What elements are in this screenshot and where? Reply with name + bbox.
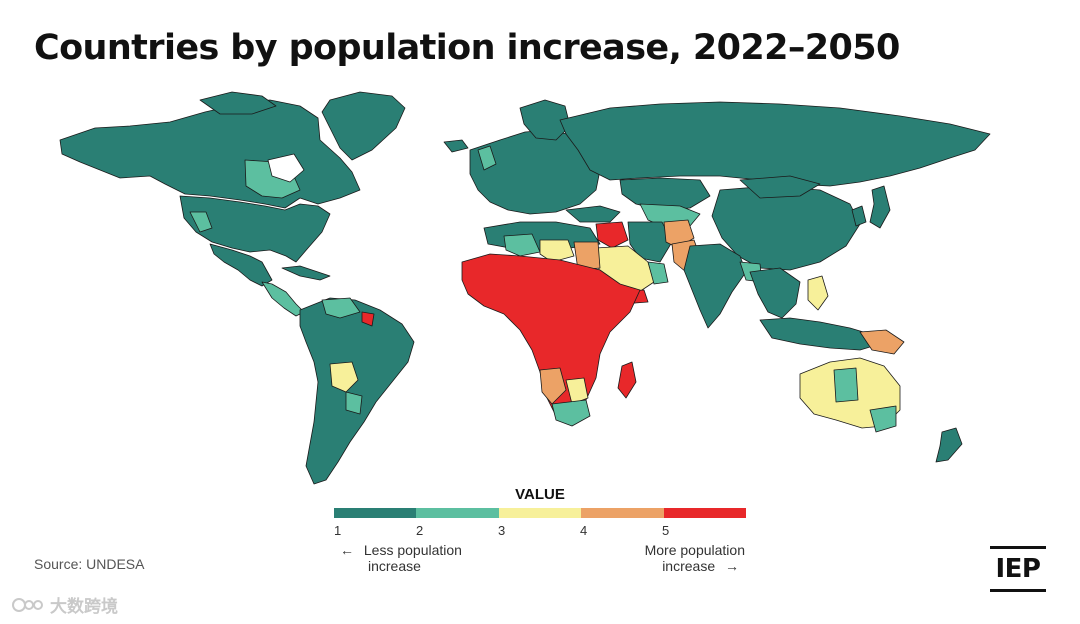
region-central-america xyxy=(261,281,305,317)
legend-less-line2: increase xyxy=(368,558,421,574)
region-madagascar xyxy=(617,361,637,399)
legend-swatch-1 xyxy=(334,508,417,518)
legend-swatch-5 xyxy=(663,508,747,518)
legend-less-label: ← Less population increase xyxy=(334,542,462,574)
region-iran xyxy=(627,221,673,263)
region-arctic-islands xyxy=(199,91,277,115)
region-iraq-syria xyxy=(595,221,629,249)
region-angola xyxy=(539,367,567,405)
region-libya xyxy=(539,239,575,263)
region-mongolia xyxy=(739,175,821,199)
region-egypt xyxy=(573,241,601,271)
region-bolivia xyxy=(329,361,359,393)
region-kazakhstan xyxy=(619,177,711,211)
arrow-right-icon: → xyxy=(725,558,739,574)
region-paraguay-area xyxy=(345,391,363,415)
region-greenland xyxy=(321,91,406,161)
region-south-africa xyxy=(551,399,591,427)
region-japan xyxy=(869,185,891,229)
region-china xyxy=(711,185,861,271)
legend-color-bar xyxy=(334,508,747,518)
legend-tick-2: 2 xyxy=(416,523,424,538)
region-usa xyxy=(179,195,331,263)
legend-swatch-3 xyxy=(498,508,582,518)
region-korea xyxy=(851,205,867,227)
source-note: Source: UNDESA xyxy=(34,556,145,572)
region-south-america xyxy=(299,297,415,485)
legend-swatch-4 xyxy=(581,508,664,518)
legend-title: VALUE xyxy=(515,486,565,503)
region-turkey xyxy=(565,205,621,223)
region-usa-west xyxy=(189,211,213,233)
region-india xyxy=(683,243,747,329)
legend-more-line1: More population xyxy=(644,542,745,558)
region-caribbean xyxy=(281,265,331,281)
region-canada xyxy=(59,99,361,209)
iep-logo: IEP xyxy=(990,546,1046,592)
legend-more-line2: increase xyxy=(662,558,716,574)
region-hudson-bay xyxy=(267,153,305,183)
watermark: 大数跨境 xyxy=(12,592,118,617)
region-indochina xyxy=(749,267,801,319)
region-venezuela-area xyxy=(321,297,361,319)
region-australia-east xyxy=(869,405,897,433)
region-new-zealand xyxy=(935,427,963,463)
region-mexico xyxy=(209,243,273,287)
region-oman xyxy=(647,261,669,285)
arrow-left-icon: ← xyxy=(340,542,354,558)
region-australia-center xyxy=(833,367,859,403)
legend-tick-1: 1 xyxy=(334,523,342,538)
region-guyana xyxy=(361,311,375,327)
watermark-text: 大数跨境 xyxy=(50,597,118,616)
region-iceland xyxy=(443,139,469,153)
map-title: Countries by population increase, 2022–2… xyxy=(34,28,900,68)
region-russia xyxy=(559,101,991,187)
region-scandinavia xyxy=(519,99,571,141)
region-papua xyxy=(859,329,905,355)
legend-swatch-2 xyxy=(416,508,499,518)
watermark-logo-icon xyxy=(12,597,43,612)
region-botswana xyxy=(565,377,589,405)
legend-less-line1: Less population xyxy=(363,542,462,558)
region-algeria xyxy=(503,233,541,257)
region-uk xyxy=(477,145,497,171)
region-philippines xyxy=(807,275,829,311)
legend-more-label: More population increase → xyxy=(575,542,745,574)
legend-tick-3: 3 xyxy=(498,523,506,538)
legend-tick-4: 4 xyxy=(580,523,588,538)
legend-tick-5: 5 xyxy=(662,523,670,538)
